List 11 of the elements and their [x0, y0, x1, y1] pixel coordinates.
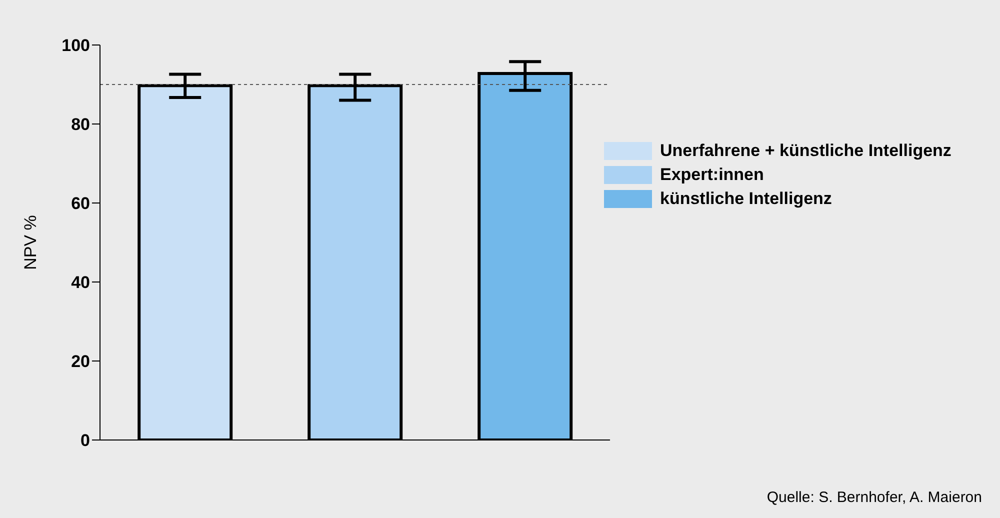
y-tick-label: 100 — [62, 36, 90, 56]
y-axis-title: NPV % — [21, 215, 40, 270]
legend-label: künstliche Intelligenz — [660, 189, 832, 209]
source-note: Quelle: S. Bernhofer, A. Maieron — [766, 489, 982, 506]
y-tick-label: 80 — [71, 115, 90, 134]
y-tick-label: 20 — [71, 352, 90, 372]
y-tick-label: 60 — [71, 194, 90, 214]
legend-label: Expert:innen — [660, 165, 764, 185]
legend-label: Unerfahrene + künstliche Intelligenz — [660, 141, 952, 161]
y-tick-label: 0 — [80, 431, 90, 450]
y-tick-label: 40 — [71, 273, 90, 292]
